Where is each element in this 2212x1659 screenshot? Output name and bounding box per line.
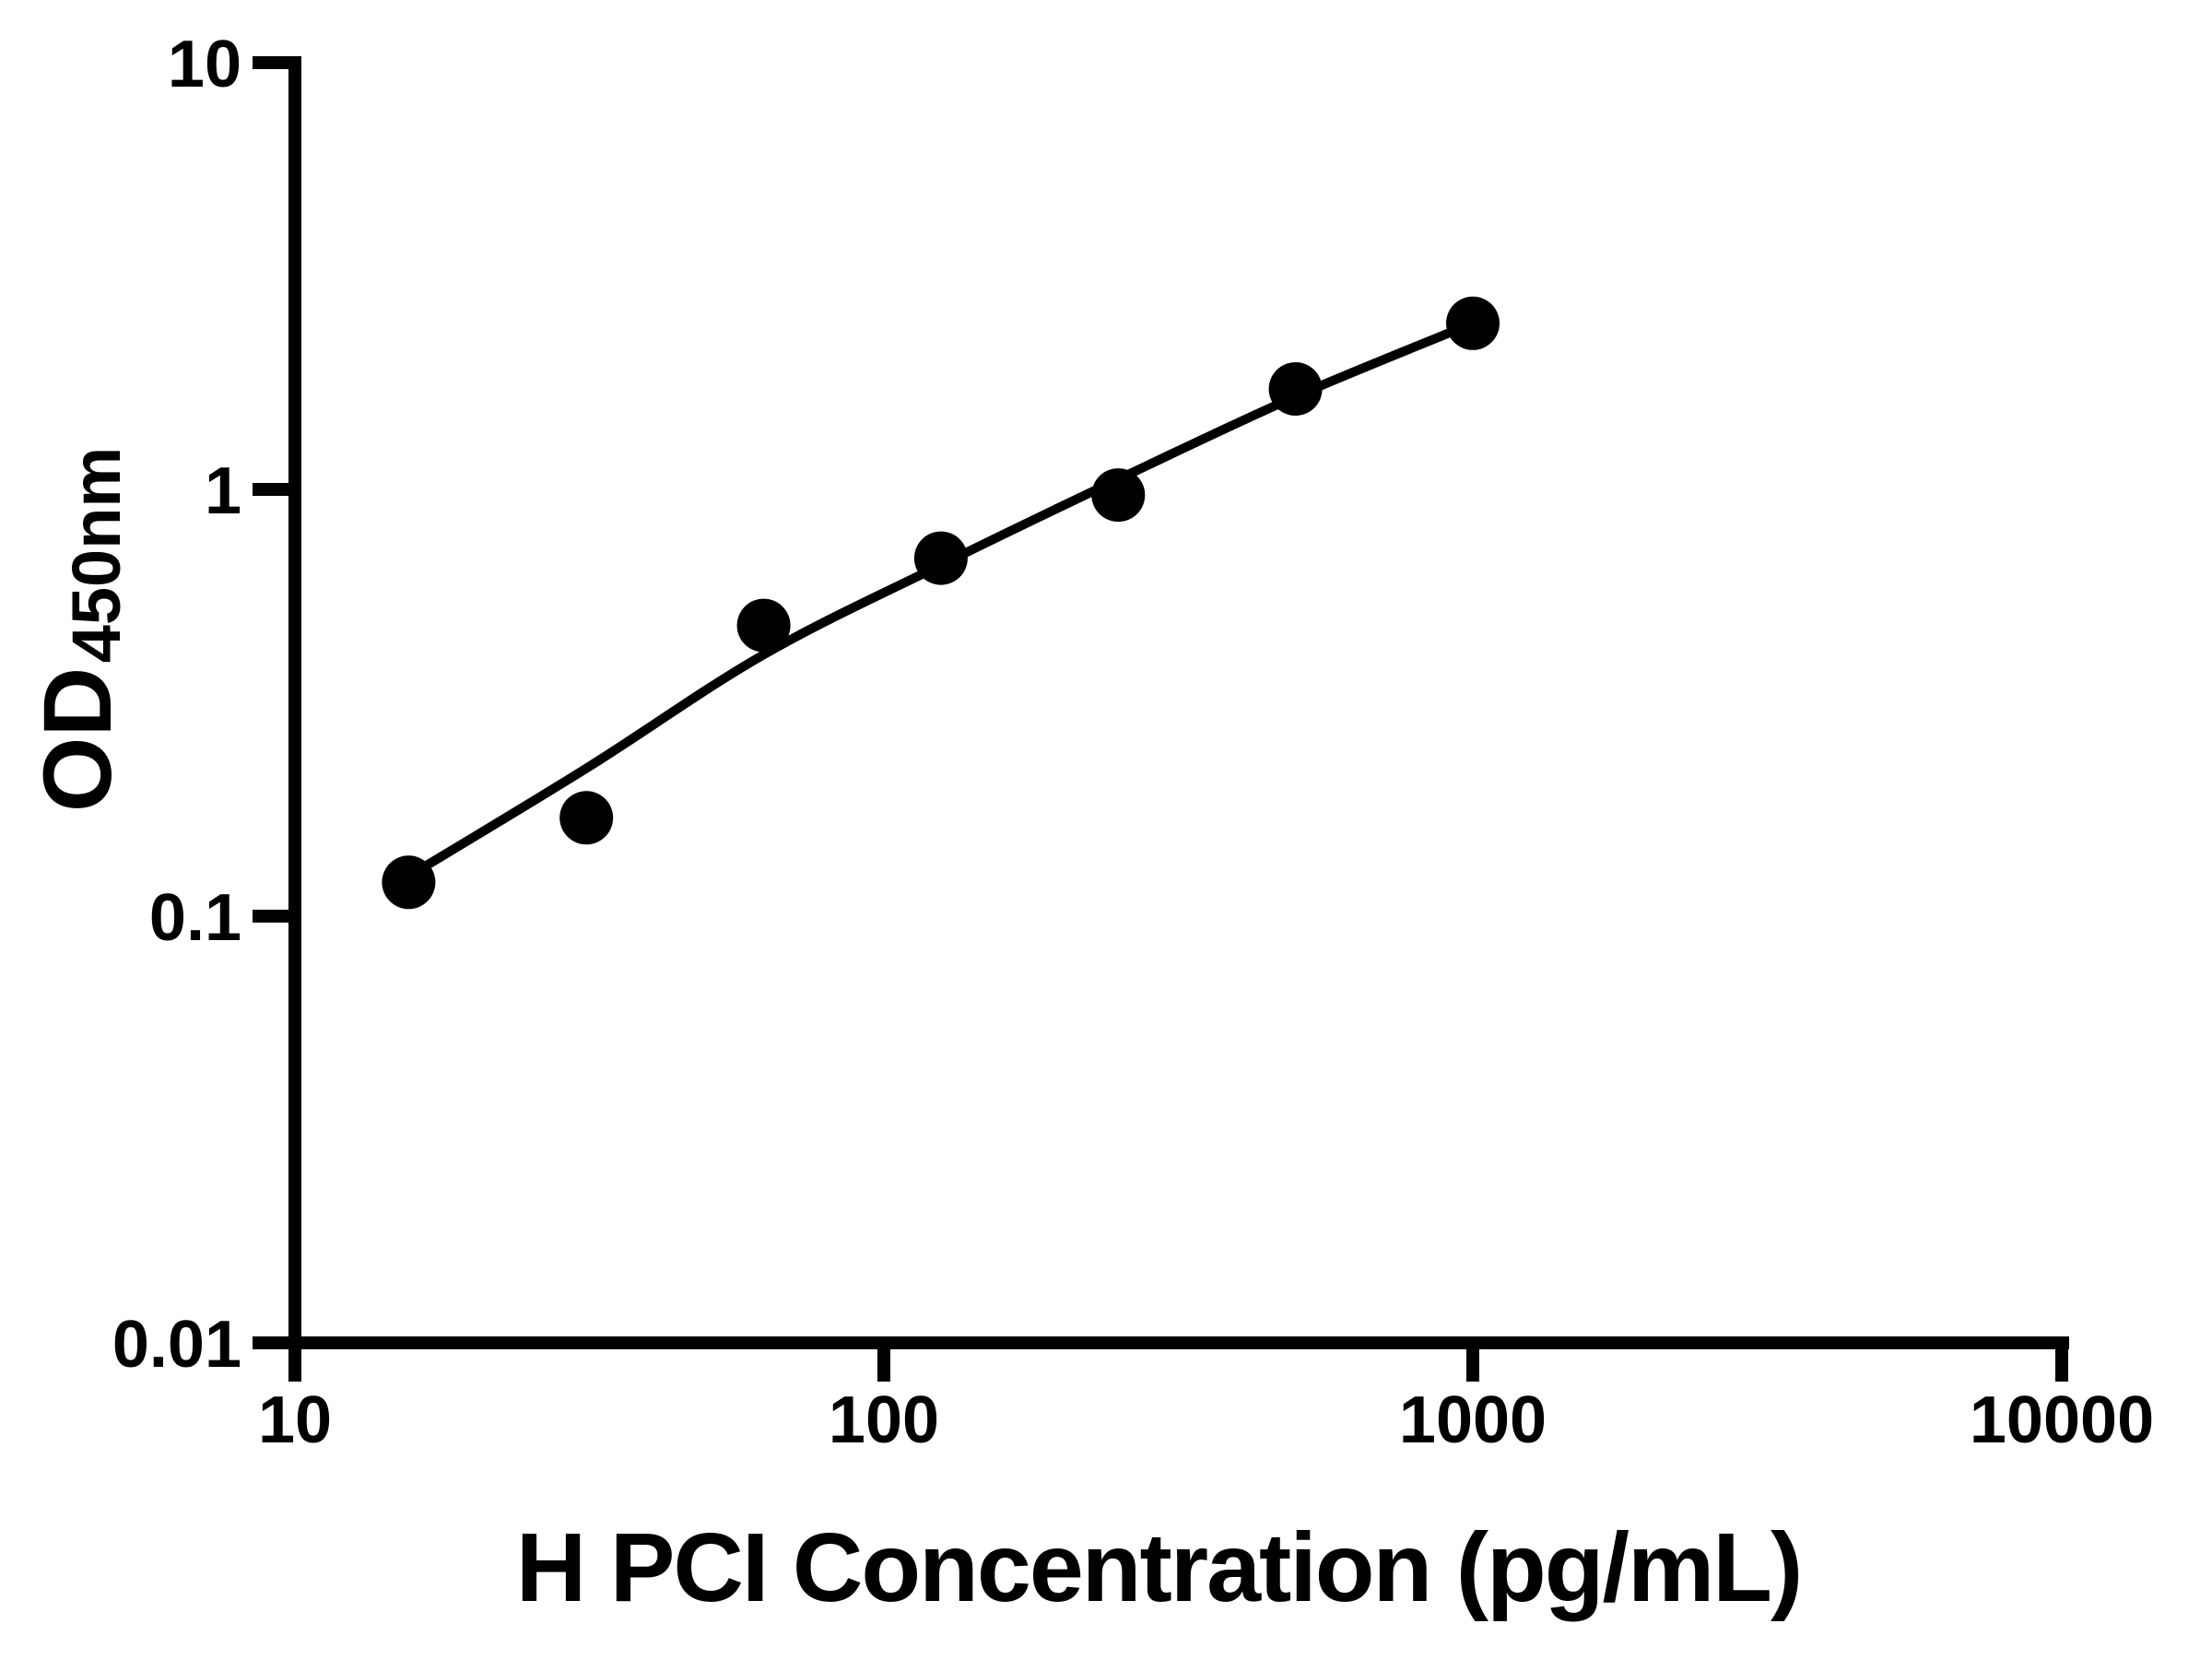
y-axis-title: OD 450nm — [24, 447, 135, 812]
data-point — [1446, 296, 1500, 350]
axes — [288, 56, 2069, 1349]
y-tick-label: 0.1 — [149, 881, 241, 955]
data-point — [382, 855, 436, 910]
x-tick-label: 1000 — [1399, 1383, 1547, 1457]
y-axis-title-subscript: 450nm — [58, 447, 135, 663]
data-point — [913, 531, 968, 585]
data-points — [382, 296, 1500, 910]
x-tick-label: 10000 — [1970, 1383, 2154, 1457]
y-axis-title-main: OD — [24, 667, 132, 813]
y-tick-label: 1 — [205, 454, 241, 528]
data-point — [1091, 468, 1146, 523]
y-tick-label: 0.01 — [112, 1308, 241, 1382]
x-tick-label: 10 — [258, 1383, 332, 1457]
x-axis-title: H PCI Concentration (pg/mL) — [516, 1513, 1802, 1622]
y-axis-ticks: 10 1 0.1 0.01 — [112, 28, 301, 1382]
data-point — [736, 598, 791, 653]
y-tick-label: 10 — [168, 28, 241, 101]
x-tick-label: 100 — [829, 1383, 939, 1457]
data-point — [559, 791, 614, 845]
x-axis-ticks: 10 100 1000 10000 — [258, 1343, 2154, 1457]
data-point — [1268, 362, 1323, 416]
